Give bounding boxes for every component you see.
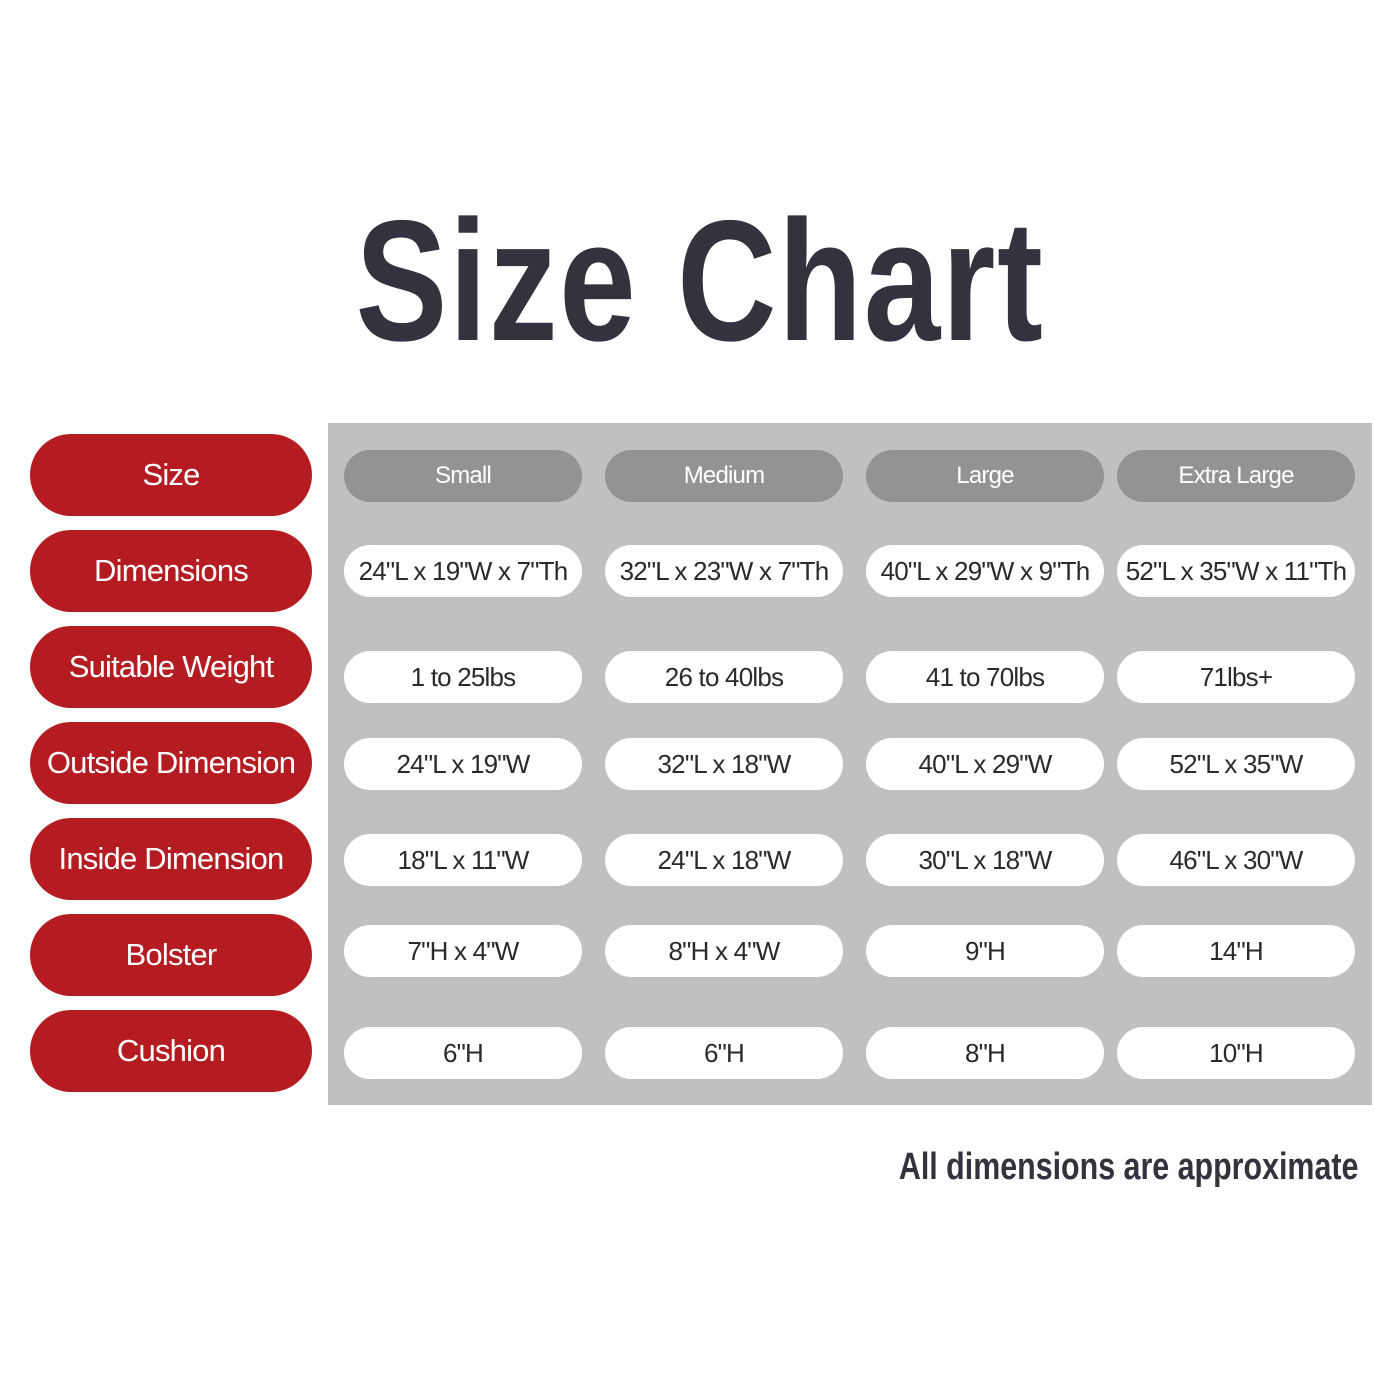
table-cell: 10"H [1117, 1027, 1355, 1079]
table-cell: 71lbs+ [1117, 651, 1355, 703]
table-cell: 7"H x 4"W [344, 925, 582, 977]
row-label: Dimensions [30, 530, 312, 612]
table-cell: 46"L x 30"W [1117, 834, 1355, 886]
row-label: Bolster [30, 914, 312, 996]
row-label: Inside Dimension [30, 818, 312, 900]
table-cell: 41 to 70lbs [866, 651, 1104, 703]
size-header: Large [866, 450, 1104, 502]
table-cell: 40"L x 29"W x 9"Th [866, 545, 1104, 597]
table-cell: 14"H [1117, 925, 1355, 977]
table-cell: 18"L x 11"W [344, 834, 582, 886]
table-cell: 32"L x 18"W [605, 738, 843, 790]
table-cell: 8"H [866, 1027, 1104, 1079]
disclaimer-note: All dimensions are approximate [898, 1146, 1358, 1188]
table-cell: 32"L x 23"W x 7"Th [605, 545, 843, 597]
row-label: Cushion [30, 1010, 312, 1092]
table-cell: 40"L x 29"W [866, 738, 1104, 790]
row-label: Size [30, 434, 312, 516]
table-cell: 52"L x 35"W [1117, 738, 1355, 790]
table-cell: 24"L x 19"W [344, 738, 582, 790]
row-label: Outside Dimension [30, 722, 312, 804]
table-cell: 24"L x 18"W [605, 834, 843, 886]
page-title: Size Chart [355, 185, 1045, 377]
size-header: Small [344, 450, 582, 502]
table-cell: 24"L x 19"W x 7"Th [344, 545, 582, 597]
size-header: Extra Large [1117, 450, 1355, 502]
row-label: Suitable Weight [30, 626, 312, 708]
table-cell: 52"L x 35"W x 11"Th [1117, 545, 1355, 597]
table-cell: 6"H [605, 1027, 843, 1079]
table-cell: 26 to 40lbs [605, 651, 843, 703]
table-cell: 8"H x 4"W [605, 925, 843, 977]
table-cell: 9"H [866, 925, 1104, 977]
table-cell: 1 to 25lbs [344, 651, 582, 703]
table-cell: 6"H [344, 1027, 582, 1079]
size-header: Medium [605, 450, 843, 502]
table-cell: 30"L x 18"W [866, 834, 1104, 886]
